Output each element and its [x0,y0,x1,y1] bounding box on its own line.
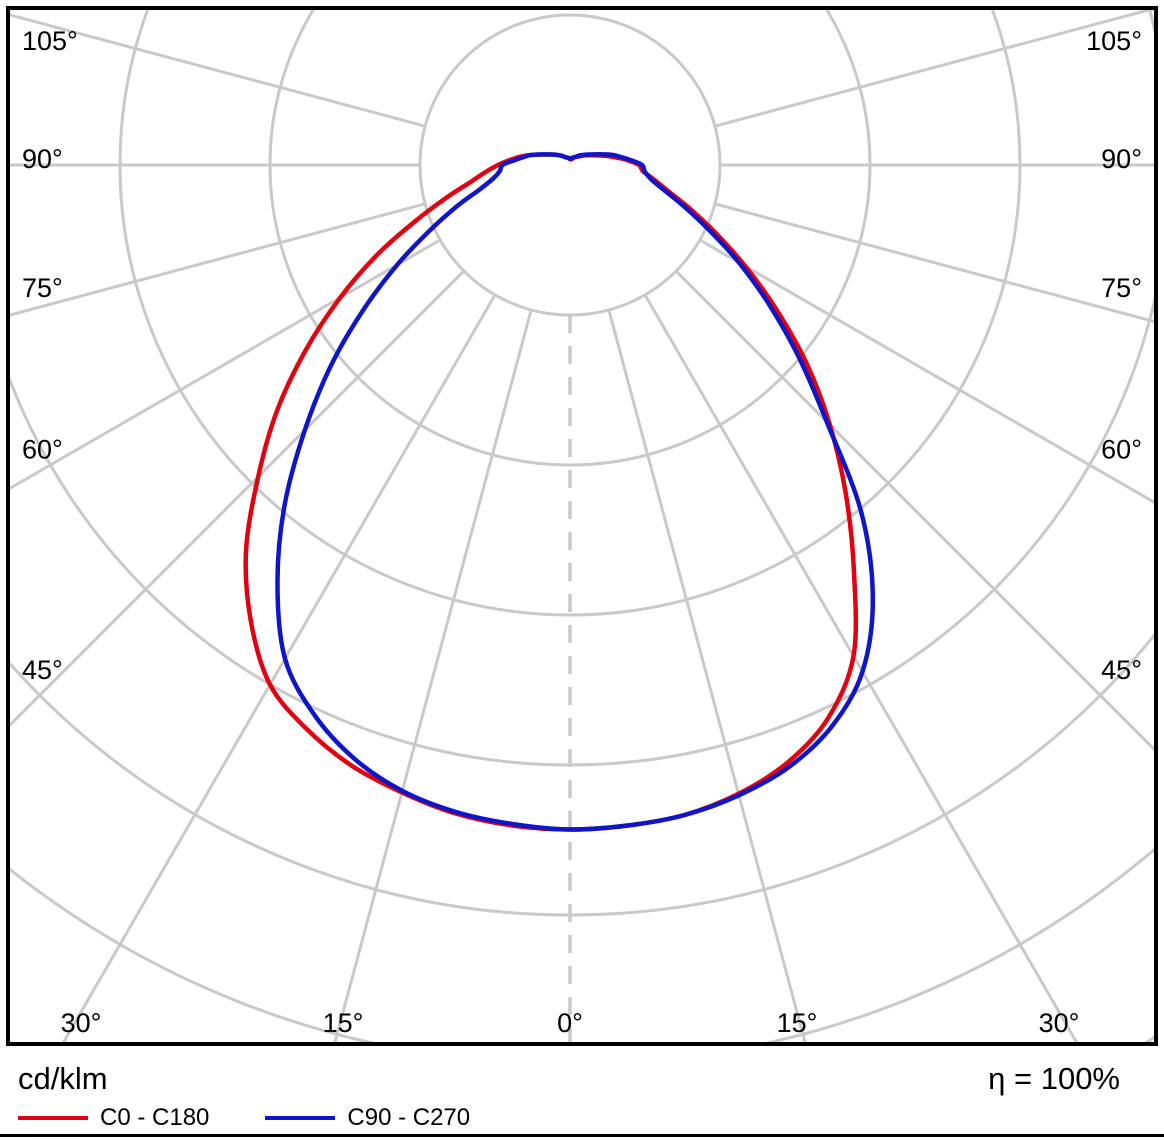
polar-plot-area: 0° 15° 15° 30° 30° 45° 45° 60° 60° 75° 75° 90° 90° 10… [6,6,1158,1046]
angle-labels: 0° 15° 15° 30° 30° 45° 45° 60° 60° 75° 75° 90° 90° 10… [22,26,1142,1038]
angle-label-90-left: 90° [22,144,63,174]
grid-radial-105-right [714,10,1154,128]
curve-c0-c180 [243,152,859,832]
angle-label-75-left: 75° [22,273,63,303]
grid-radial-75-right [714,202,1154,324]
grid-radial-60-left [10,238,441,491]
legend-line-c0-c180-icon [18,1116,88,1120]
legend-label-c0-c180: C0 - C180 [100,1104,210,1131]
legend-label-c90-c270: C90 - C270 [347,1104,471,1131]
grid-radial-15-right [607,309,807,1042]
angle-label-15-right: 15° [777,1008,818,1038]
bottom-divider [0,1134,1164,1137]
grid-radial-15-left [333,309,533,1042]
efficiency-label: η = 100% [988,1061,1120,1096]
grid-ring-500 [10,632,1154,917]
grid-ring-200 [268,10,872,467]
grid-ring-100 [418,13,722,317]
chart-footer: cd/klm η = 100% [0,1062,1164,1096]
angle-label-60-right: 60° [1101,434,1142,464]
angle-label-105-left: 105° [22,26,78,56]
angle-label-60-left: 60° [22,434,63,464]
angle-label-30-left: 30° [61,1008,102,1038]
angle-label-105-right: 105° [1086,26,1142,56]
grid-ring-300 [118,10,1022,617]
angle-label-30-right: 30° [1039,1008,1080,1038]
angle-label-0: 0° [557,1008,583,1038]
grid-radial-30-right [643,294,1079,1042]
grid-radial-60-right [699,238,1154,504]
angle-label-90-right: 90° [1101,144,1142,174]
grid-radial-30-left [61,294,497,1042]
angle-label-15-left: 15° [323,1008,364,1038]
unit-label: cd/klm [18,1061,108,1096]
plot-frame [6,6,1158,1046]
grid-radial-45-right [675,270,1154,752]
polar-chart-svg: 0° 15° 15° 30° 30° 45° 45° 60° 60° 75° 75° 90° 90° 10… [6,6,1158,1046]
polar-grid [10,10,1154,1042]
legend: C0 - C180 C90 - C270 [18,1104,1146,1132]
grid-radial-105-left [10,13,426,128]
legend-line-c90-c270-icon [265,1116,336,1120]
angle-label-75-right: 75° [1101,273,1142,303]
grid-radial-75-left [10,202,426,317]
angle-label-45-right: 45° [1101,655,1142,685]
curve-c90-c270 [275,152,876,832]
angle-label-45-left: 45° [22,655,63,685]
